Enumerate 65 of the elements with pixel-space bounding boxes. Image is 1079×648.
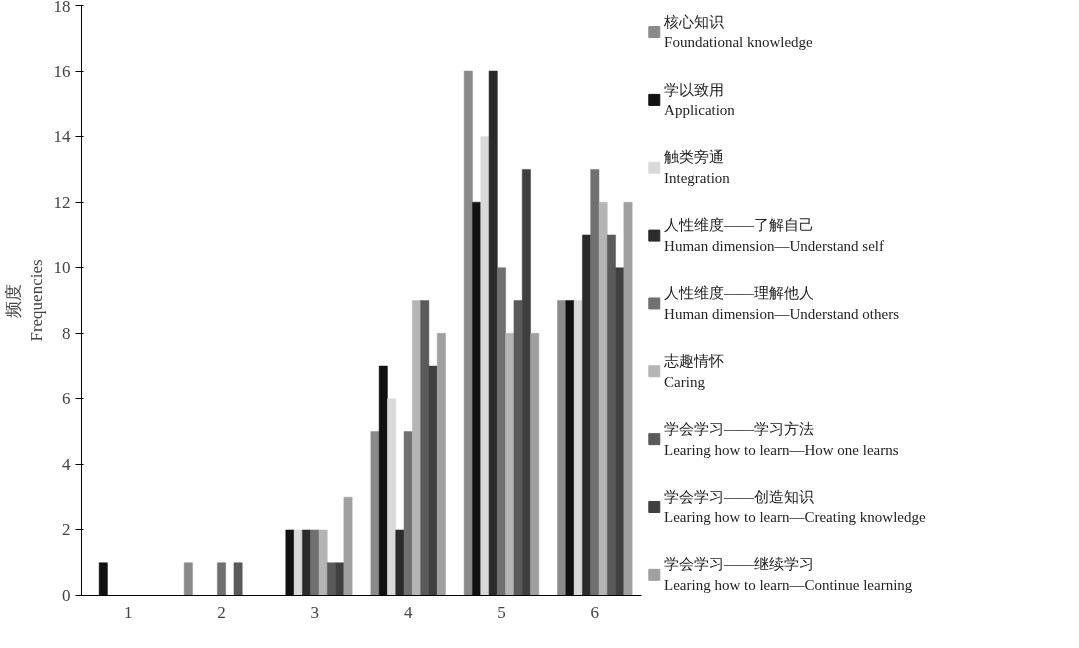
- bar: [582, 234, 591, 596]
- y-tick-label: 16: [53, 61, 71, 81]
- bar: [480, 136, 490, 596]
- bar: [530, 333, 540, 596]
- bar: [573, 300, 583, 596]
- bar: [217, 562, 226, 596]
- bar: [343, 496, 353, 596]
- y-tick-label: 10: [53, 258, 71, 278]
- bar: [327, 562, 336, 596]
- y-tick-label: 4: [62, 454, 71, 474]
- bar: [615, 267, 625, 596]
- y-tick-label: 2: [62, 520, 71, 540]
- bar: [335, 562, 345, 596]
- bar: [285, 529, 295, 596]
- bar: [513, 300, 523, 596]
- y-tick-label: 0: [62, 586, 71, 605]
- y-tick-label: 8: [62, 323, 71, 343]
- legend-label: 学以致用 Application: [664, 81, 736, 119]
- legend-label: 学会学习——创造知识 Learing how to learn—Creating knowledge: [664, 488, 926, 526]
- bar: [293, 529, 303, 596]
- legend-label: 志趣情怀 Caring: [664, 352, 725, 390]
- bar: [565, 300, 575, 596]
- legend-label: 人性维度——理解他人 Human dimension—Understand others: [664, 285, 900, 322]
- bar: [310, 529, 320, 596]
- bar: [497, 267, 506, 596]
- bar: [436, 333, 446, 596]
- bar: [623, 201, 633, 596]
- x-tick-label: 3: [310, 602, 320, 622]
- bar: [607, 234, 616, 596]
- bar: [183, 562, 193, 596]
- legend-label: 人性维度——了解自己 Human dimension—Understand self: [664, 217, 885, 254]
- bar: [387, 398, 396, 596]
- bar: [488, 70, 498, 596]
- x-tick-label: 6: [590, 602, 600, 622]
- bar: [472, 201, 482, 596]
- bar: [598, 201, 608, 596]
- bar: [403, 431, 413, 596]
- y-tick-label: 14: [53, 127, 71, 147]
- legend-label: 学会学习——学习方法 Learing how to learn—How one learns: [664, 420, 899, 458]
- bar: [370, 431, 380, 596]
- bar: [420, 300, 430, 596]
- bar: [521, 169, 531, 596]
- y-tick-label: 12: [53, 192, 71, 212]
- bar: [590, 169, 600, 596]
- bar: [98, 562, 108, 596]
- bar: [233, 562, 243, 596]
- legend-label: 触类旁通 Integration: [664, 149, 731, 187]
- bar: [463, 70, 473, 596]
- x-tick-label: 1: [123, 602, 133, 622]
- bar: [378, 365, 388, 596]
- bar: [557, 300, 567, 596]
- bar: [505, 333, 515, 596]
- legend-label: 核心知识 Foundational knowledge: [663, 13, 814, 51]
- x-tick-label: 2: [217, 602, 226, 622]
- bar: [428, 365, 438, 596]
- y-tick-label: 6: [62, 389, 71, 409]
- bar: [412, 300, 421, 596]
- legend-label: 学会学习——继续学习 Learing how to learn—Continue learning: [664, 556, 913, 594]
- bar: [302, 529, 311, 596]
- bar: [395, 529, 405, 596]
- y-axis-title: 频度 Frequencies: [3, 259, 46, 342]
- x-tick-label: 5: [497, 602, 506, 622]
- y-tick-label: 18: [53, 0, 71, 16]
- x-tick-label: 4: [403, 602, 413, 622]
- bar: [318, 529, 328, 596]
